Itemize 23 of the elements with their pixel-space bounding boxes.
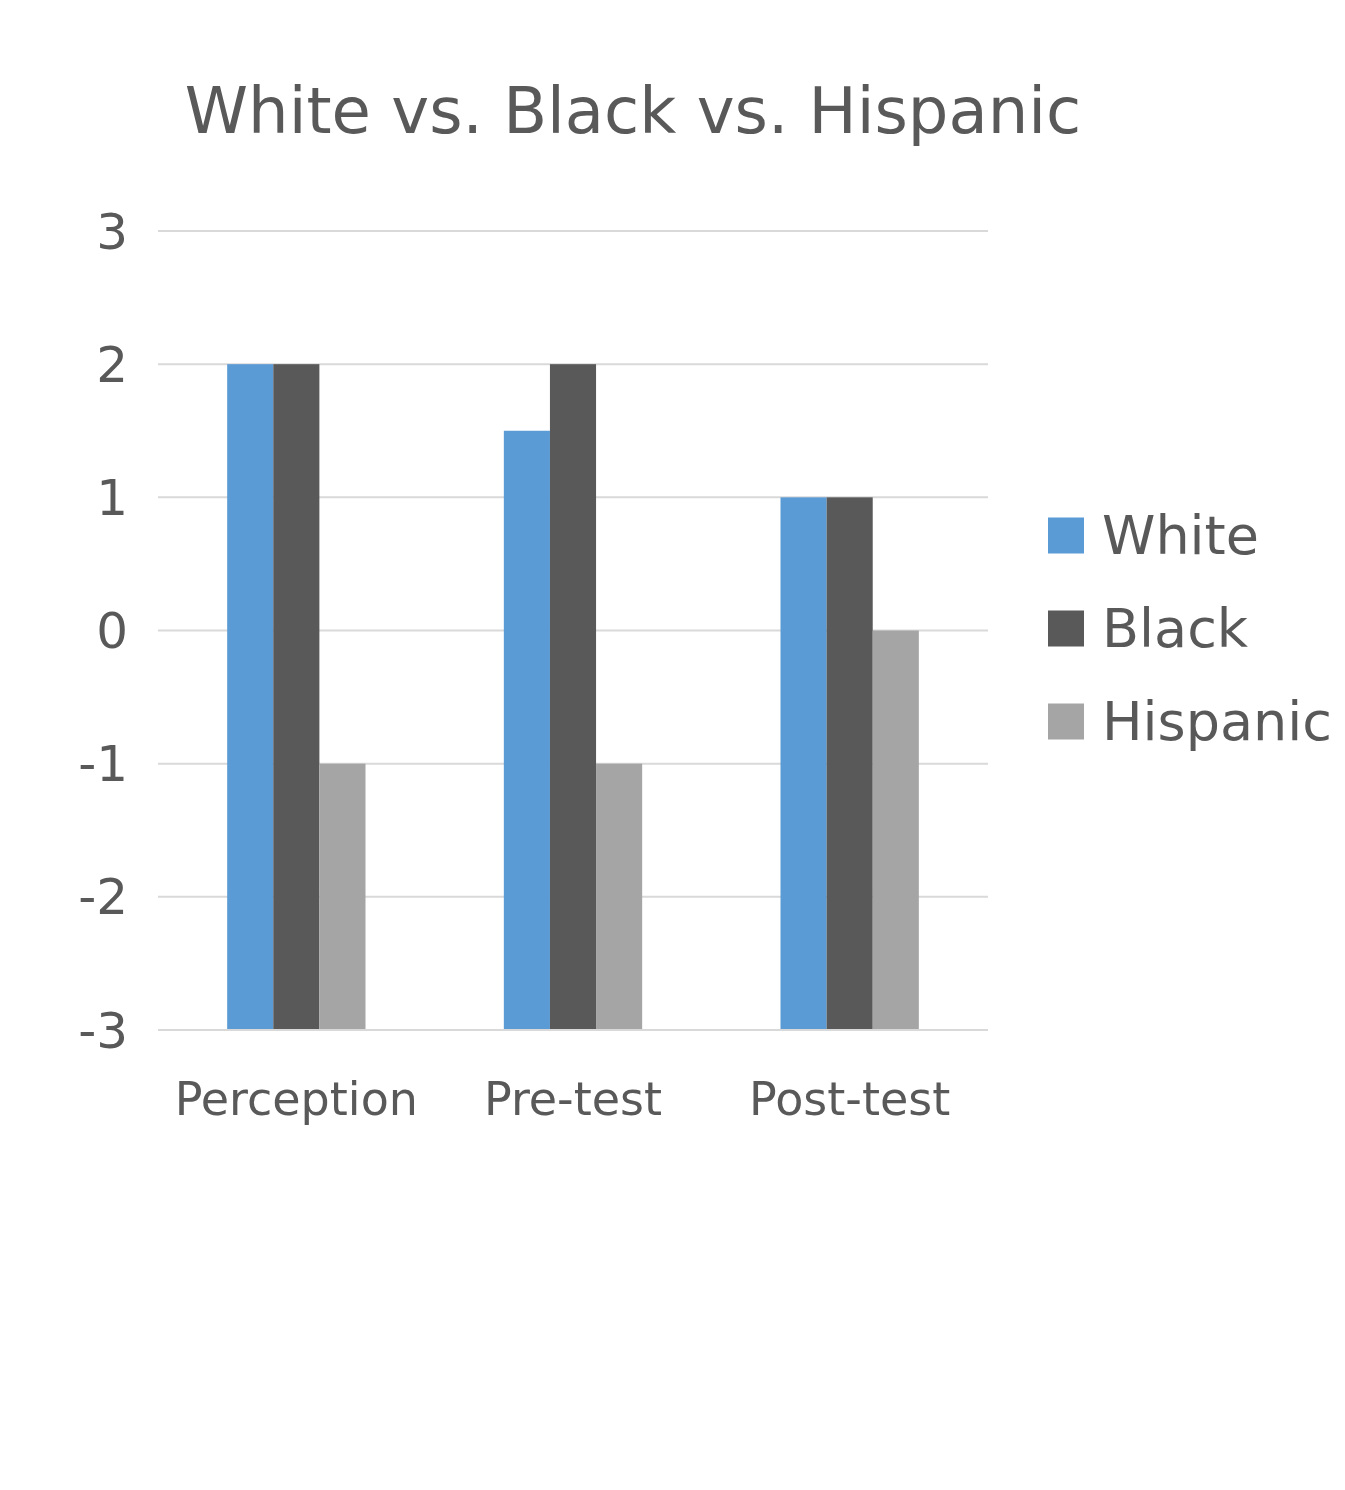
bar — [273, 364, 320, 1030]
bar — [549, 364, 597, 1030]
bar — [503, 430, 550, 1030]
chart-title: White vs. Black vs. Hispanic — [184, 74, 1082, 148]
y-tick-label: 1 — [96, 468, 128, 527]
bar — [872, 630, 919, 1030]
y-tick-label: 3 — [96, 202, 128, 261]
bar — [826, 497, 873, 1030]
x-tick-label: Pre-test — [483, 1072, 663, 1126]
bar — [319, 763, 366, 1030]
bar — [780, 497, 827, 1030]
bar — [227, 364, 274, 1030]
x-tick-label: Post-test — [749, 1072, 951, 1126]
y-tick-label: -2 — [78, 868, 128, 927]
x-tick-label: Perception — [174, 1072, 418, 1126]
y-tick-label: -1 — [78, 735, 128, 794]
legend-label: Black — [1102, 597, 1249, 661]
legend-label: White — [1102, 504, 1260, 568]
bar — [596, 763, 643, 1030]
y-tick-label: -3 — [78, 1001, 128, 1060]
y-tick-label: 0 — [96, 602, 128, 660]
y-tick-label: 2 — [96, 335, 128, 394]
legend-label: Hispanic — [1102, 690, 1333, 754]
